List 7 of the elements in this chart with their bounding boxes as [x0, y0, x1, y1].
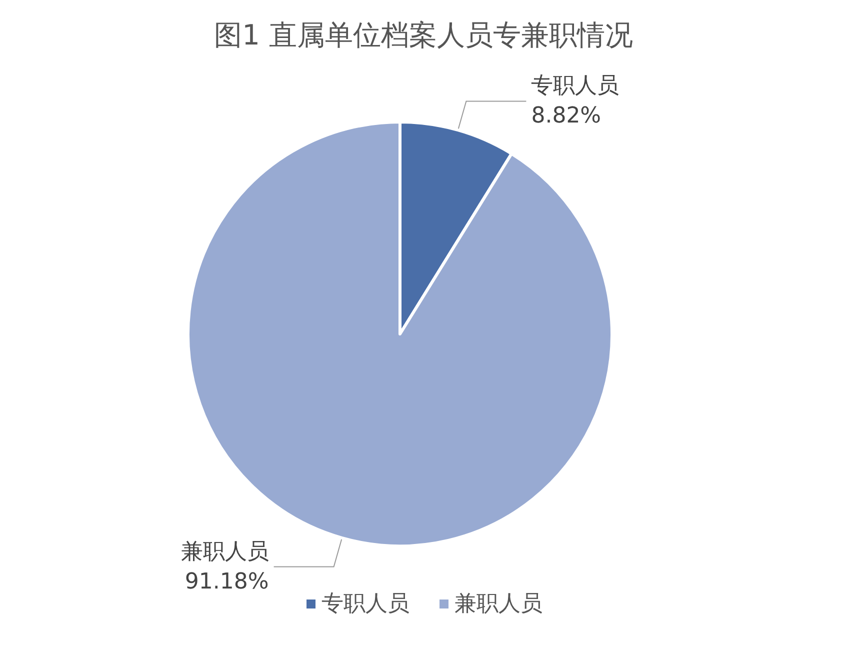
legend-label: 兼职人员: [454, 592, 542, 616]
slice-label: 专职人员: [531, 74, 620, 99]
data-label: 8.82%: [531, 104, 602, 129]
data-label: 91.18%: [184, 569, 269, 594]
slice-label: 兼职人员: [180, 539, 269, 564]
chart-title: 图1 直属单位档案人员专兼职情况: [214, 18, 633, 52]
legend-label: 专职人员: [322, 592, 410, 616]
